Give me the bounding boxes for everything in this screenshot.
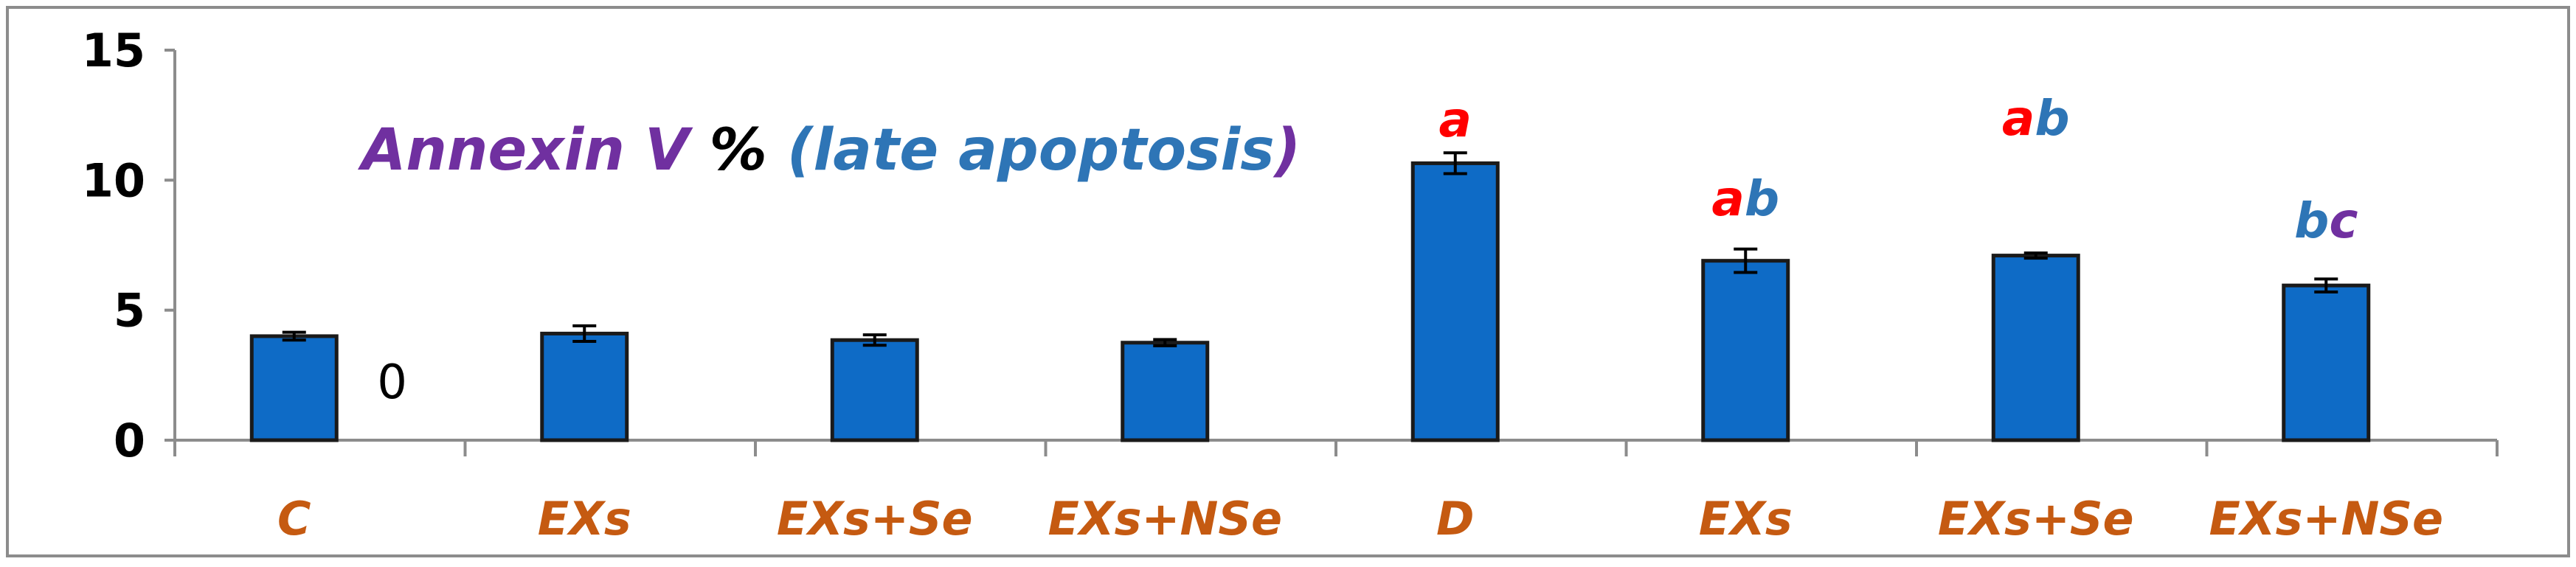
error-bar [572,324,597,343]
error-bar [2314,277,2338,293]
error-bar [862,333,887,347]
x-tick-label: EXs [1699,492,1793,546]
x-tick-label: C [277,492,311,546]
x-tick-label: EXs+NSe [1048,492,1282,546]
significance-annotation: ab [1711,170,1779,227]
error-bar [1443,151,1467,175]
bar [249,334,339,442]
x-tick-label: EXs+NSe [2209,492,2443,546]
x-tick-label: D [1436,492,1474,546]
bar [2282,283,2371,442]
bar [1410,161,1500,442]
bar [1121,341,1210,442]
x-tick-label: EXs [538,492,631,546]
y-tick-label: 15 [82,24,145,77]
y-tick-label: 10 [82,153,145,207]
chart-title: Annexin V % (late apoptosis) [357,117,1301,184]
bar [540,331,629,442]
bar [1991,254,2080,442]
significance-annotation: a [1438,91,1472,148]
bar [830,338,919,442]
chart-border [6,6,2570,557]
error-bar [282,330,306,342]
y-tick-label: 5 [114,284,145,338]
x-tick-label: EXs+Se [777,492,973,546]
significance-annotation: ab [2002,90,2070,147]
bar [1701,259,1790,442]
error-bar [1153,338,1177,347]
x-tick-label: EXs+Se [1938,492,2134,546]
y-tick-label: 0 [114,414,145,467]
significance-annotation: 0 [377,355,407,410]
error-bar [1734,247,1758,274]
error-bar [2023,251,2048,260]
significance-annotation: bc [2294,192,2358,249]
